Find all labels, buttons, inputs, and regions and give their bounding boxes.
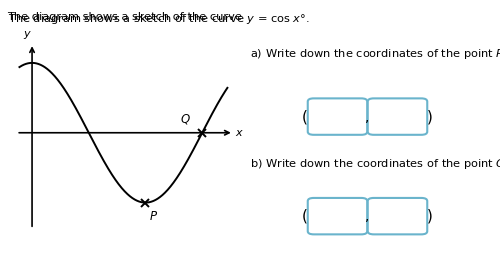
Text: (: (	[302, 209, 308, 224]
Text: ): )	[428, 209, 433, 224]
Text: The diagram shows a sketch of the curve: The diagram shows a sketch of the curve	[8, 12, 246, 22]
FancyBboxPatch shape	[368, 98, 427, 135]
FancyBboxPatch shape	[308, 198, 367, 234]
Text: $x$: $x$	[235, 128, 244, 138]
Text: (: (	[302, 109, 308, 124]
Text: a) Write down the coordinates of the point $P$.: a) Write down the coordinates of the poi…	[250, 47, 500, 61]
FancyBboxPatch shape	[368, 198, 427, 234]
Text: $y$: $y$	[22, 29, 32, 41]
Text: The diagram shows a sketch of the curve $y$ = cos $x$°.: The diagram shows a sketch of the curve …	[8, 12, 309, 26]
FancyBboxPatch shape	[308, 98, 367, 135]
Text: ,: ,	[366, 110, 370, 124]
Text: ): )	[428, 109, 433, 124]
Text: $Q$: $Q$	[180, 112, 191, 126]
Text: $P$: $P$	[148, 210, 158, 223]
Text: ,: ,	[366, 209, 370, 223]
Text: b) Write down the coordinates of the point $Q$.: b) Write down the coordinates of the poi…	[250, 157, 500, 171]
